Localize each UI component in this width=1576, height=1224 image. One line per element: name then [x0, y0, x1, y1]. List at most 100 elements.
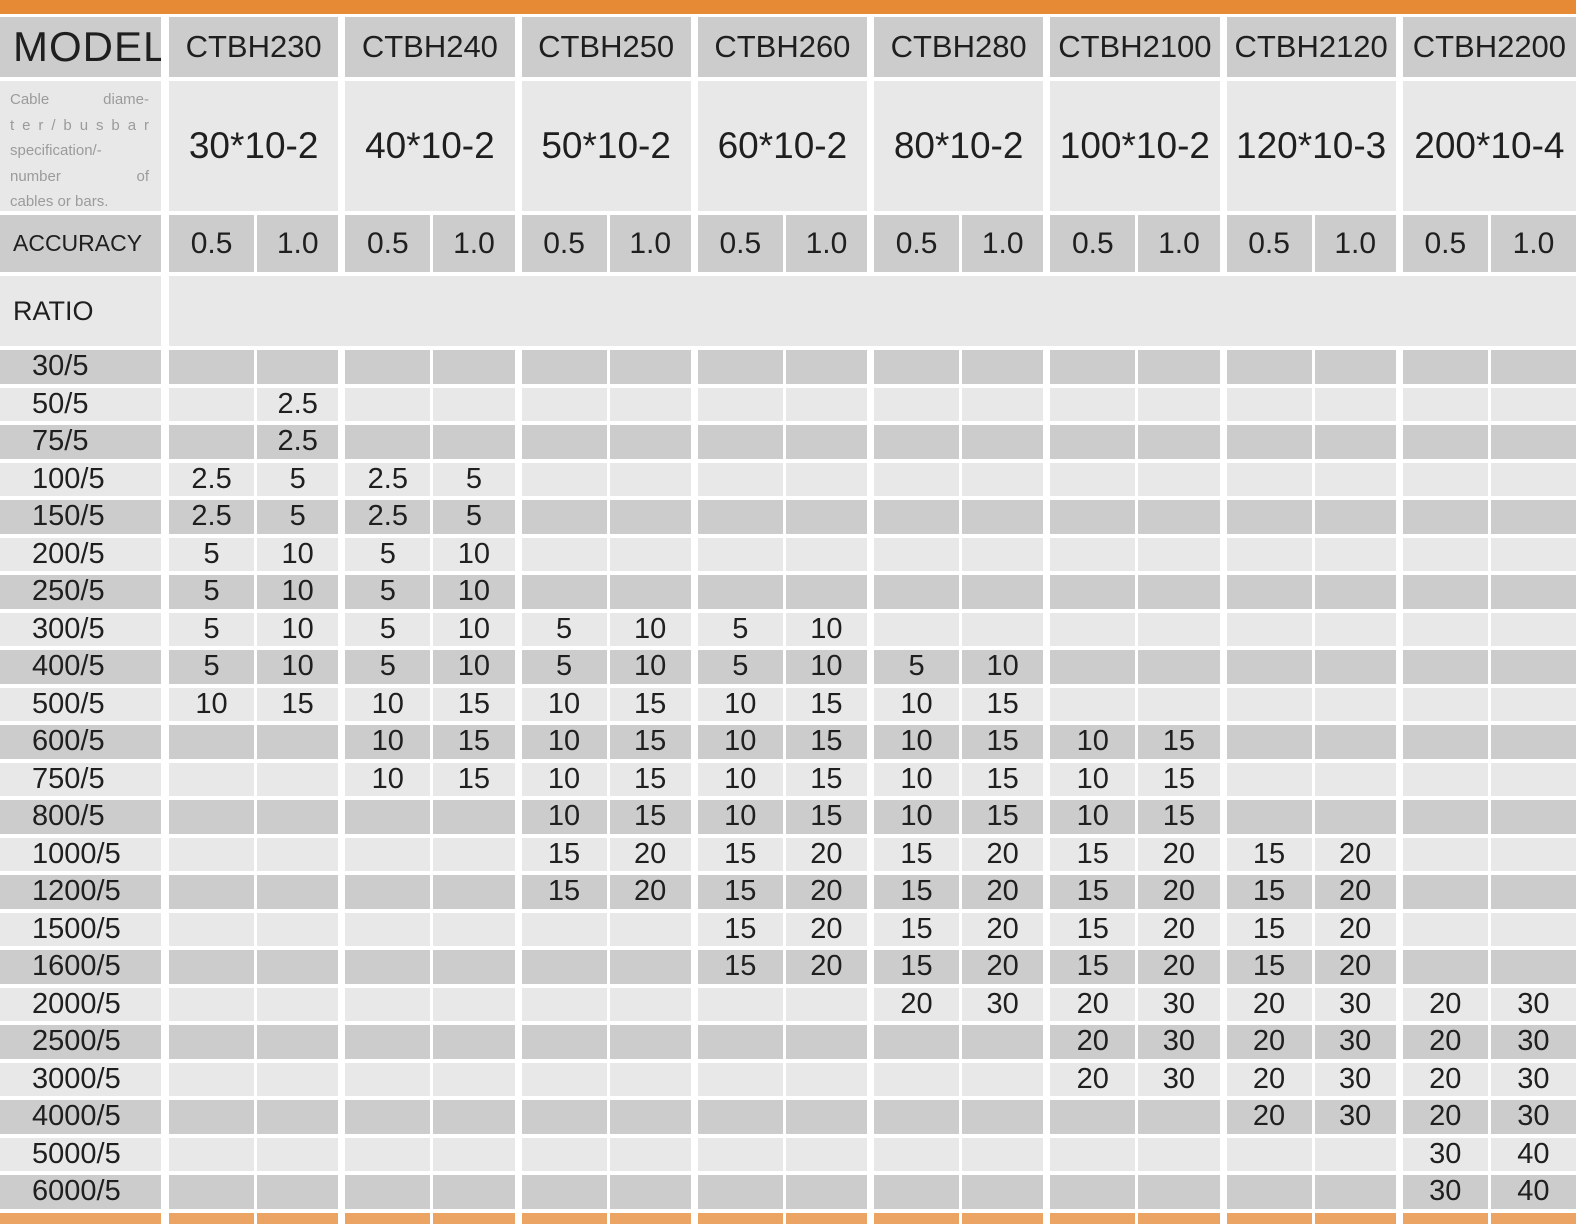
ratio-value-cell: 30	[1314, 1100, 1400, 1134]
ratio-value-cell	[1226, 575, 1312, 609]
ratio-value-cell	[1402, 725, 1488, 759]
ratio-value-cell	[169, 1100, 255, 1134]
ratio-value-cell	[1226, 725, 1312, 759]
ratio-value-cell	[1314, 425, 1400, 459]
ratio-value-cell	[1050, 1175, 1136, 1209]
ratio-value-cell: 15	[1226, 837, 1312, 871]
accuracy-cell: 1.0	[1490, 215, 1576, 272]
ratio-value-cell: 20	[1050, 1025, 1136, 1059]
ratio-value-cell: 30	[1402, 1137, 1488, 1171]
ratio-value-cell: 2.5	[257, 425, 343, 459]
ratio-value-cell	[609, 537, 695, 571]
ratio-value-cell	[697, 350, 783, 384]
bottom-bar-segment	[1050, 1212, 1136, 1224]
spec-note-line: cables or bars.	[10, 193, 109, 210]
ratio-value-cell: 20	[1314, 950, 1400, 984]
accuracy-cell: 0.5	[697, 215, 783, 272]
ratio-value-cell: 10	[433, 612, 519, 646]
ratio-value-cell	[962, 425, 1048, 459]
model-name: CTBH240	[345, 17, 519, 77]
ratio-value-cell: 5	[257, 500, 343, 534]
bottom-bar-segment	[433, 1212, 519, 1224]
ratio-value-cell	[1314, 650, 1400, 684]
ratio-value-cell: 5	[169, 612, 255, 646]
ratio-value-cell	[169, 1175, 255, 1209]
bottom-bar-segment	[521, 1212, 607, 1224]
ratio-value-cell: 10	[169, 687, 255, 721]
bottom-bar-segment	[697, 1212, 783, 1224]
ratio-value-cell	[609, 912, 695, 946]
bottom-bar-segment	[0, 1212, 166, 1224]
ratio-value-cell: 30	[1314, 1025, 1400, 1059]
ratio-value-cell: 2.5	[257, 387, 343, 421]
ratio-value-cell: 2.5	[169, 462, 255, 496]
ratio-value-cell: 30	[1490, 1062, 1576, 1096]
ratio-value-cell	[1490, 575, 1576, 609]
accuracy-cell: 1.0	[609, 215, 695, 272]
ratio-value-cell: 20	[1402, 1062, 1488, 1096]
ratio-label: 1000/5	[0, 837, 166, 871]
ratio-value-cell: 15	[609, 762, 695, 796]
ratio-value-cell	[609, 1062, 695, 1096]
ratio-label: 800/5	[0, 800, 166, 834]
ratio-value-cell: 5	[345, 650, 431, 684]
ratio-value-cell	[609, 387, 695, 421]
ratio-value-cell	[1138, 575, 1224, 609]
ratio-value-cell	[1402, 800, 1488, 834]
ratio-label: 100/5	[0, 462, 166, 496]
ratio-value-cell	[1226, 425, 1312, 459]
ratio-value-cell: 5	[433, 462, 519, 496]
ratio-value-cell	[609, 575, 695, 609]
ratio-value-cell: 10	[874, 800, 960, 834]
ratio-value-cell	[169, 387, 255, 421]
ratio-value-cell	[1402, 500, 1488, 534]
ratio-label: 4000/5	[0, 1100, 166, 1134]
ratio-value-cell: 15	[1138, 800, 1224, 834]
spec-note: Cable diame- t e r / b u s b a r specifi…	[0, 81, 166, 211]
ratio-value-cell: 20	[1138, 837, 1224, 871]
spec-value: 80*10-2	[874, 81, 1048, 211]
ratio-value-cell: 15	[609, 725, 695, 759]
ratio-value-cell: 10	[257, 650, 343, 684]
bottom-bar-segment	[962, 1212, 1048, 1224]
ratio-value-cell	[962, 612, 1048, 646]
ratio-value-cell	[785, 462, 871, 496]
ratio-label: 200/5	[0, 537, 166, 571]
ratio-value-cell	[874, 387, 960, 421]
accuracy-cell: 0.5	[345, 215, 431, 272]
ratio-value-cell	[697, 1025, 783, 1059]
ratio-value-cell: 15	[1138, 725, 1224, 759]
ratio-value-cell: 10	[1050, 762, 1136, 796]
ratio-value-cell: 15	[874, 875, 960, 909]
ratio-value-cell	[874, 612, 960, 646]
ratio-label: 1500/5	[0, 912, 166, 946]
ratio-value-cell: 10	[785, 612, 871, 646]
ratio-value-cell	[345, 950, 431, 984]
ratio-value-cell	[1314, 350, 1400, 384]
ratio-value-cell	[433, 987, 519, 1021]
ratio-value-cell	[169, 800, 255, 834]
ratio-value-cell	[874, 500, 960, 534]
ratio-value-cell	[169, 1025, 255, 1059]
ratio-value-cell	[1226, 387, 1312, 421]
ratio-value-cell	[1138, 462, 1224, 496]
ratio-value-cell: 20	[609, 875, 695, 909]
ratio-value-cell	[1226, 1137, 1312, 1171]
ratio-value-cell	[169, 875, 255, 909]
ratio-value-cell	[521, 1100, 607, 1134]
accuracy-cell: 0.5	[874, 215, 960, 272]
ratio-value-cell	[169, 1137, 255, 1171]
ratio-value-cell: 10	[257, 612, 343, 646]
bottom-bar-segment	[257, 1212, 343, 1224]
bottom-bar-segment	[1490, 1212, 1576, 1224]
ratio-label: 75/5	[0, 425, 166, 459]
ratio-value-cell	[1402, 950, 1488, 984]
ratio-value-cell: 10	[1050, 800, 1136, 834]
ratio-value-cell	[962, 1025, 1048, 1059]
ratio-value-cell: 20	[785, 875, 871, 909]
ratio-value-cell	[1402, 462, 1488, 496]
ratio-value-cell	[1490, 875, 1576, 909]
ratio-label: 600/5	[0, 725, 166, 759]
ratio-value-cell	[1314, 1175, 1400, 1209]
ratio-label: 30/5	[0, 350, 166, 384]
